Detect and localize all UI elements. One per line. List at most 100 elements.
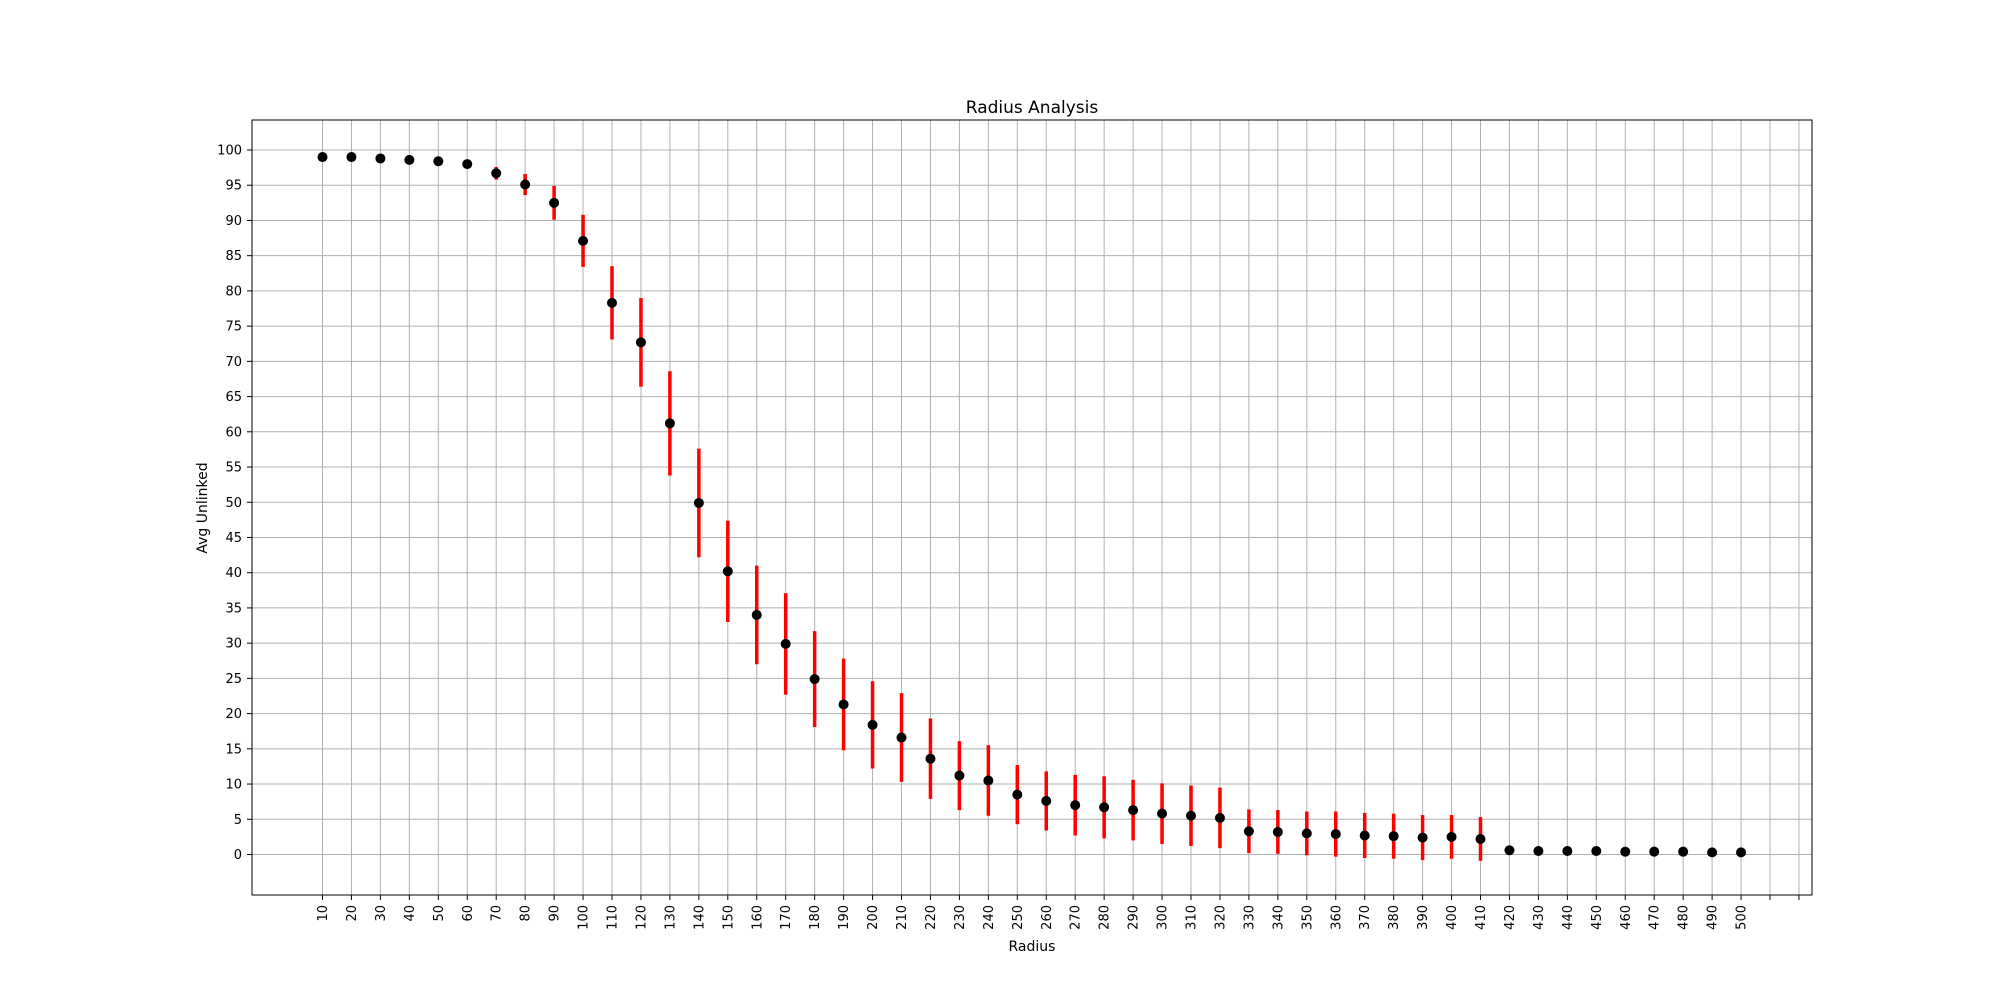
data-point (1012, 789, 1023, 800)
data-point (1186, 810, 1196, 821)
x-tick-label: 380 (1387, 905, 1402, 930)
data-point (1475, 834, 1486, 845)
x-tick-label: 230 (953, 905, 968, 930)
data-point (1562, 845, 1573, 856)
data-point (1272, 826, 1283, 837)
x-tick-label: 240 (982, 905, 997, 930)
data-point (693, 497, 704, 508)
x-tick-label: 440 (1561, 905, 1576, 930)
data-point (722, 566, 733, 577)
data-point (664, 418, 675, 429)
data-point (462, 159, 473, 170)
data-point (346, 152, 357, 163)
x-tick-label: 420 (1503, 905, 1518, 930)
x-tick-label: 210 (895, 905, 910, 930)
y-axis-label: Avg Unlinked (195, 462, 211, 553)
data-point (317, 152, 328, 163)
x-tick-label: 60 (461, 905, 476, 922)
data-point (780, 638, 791, 649)
data-point (1446, 831, 1457, 842)
y-tick-label: 65 (225, 390, 242, 405)
data-point (520, 179, 531, 190)
y-tick-label: 50 (225, 496, 242, 511)
x-tick-label: 480 (1677, 905, 1692, 930)
data-point (549, 197, 560, 208)
x-axis-label: Radius (1009, 939, 1056, 955)
x-tick-label: 150 (721, 905, 736, 930)
data-point (1128, 805, 1139, 816)
data-point (375, 153, 386, 164)
x-tick-label: 340 (1271, 905, 1286, 930)
x-tick-label: 450 (1590, 905, 1605, 930)
x-tick-label: 320 (1213, 905, 1228, 930)
data-point (925, 753, 936, 764)
data-point (1359, 830, 1370, 841)
data-point (1070, 800, 1081, 811)
y-tick-label: 20 (225, 707, 242, 722)
x-tick-label: 190 (837, 905, 852, 930)
x-tick-label: 140 (692, 905, 707, 930)
x-tick-label: 260 (1040, 905, 1055, 930)
y-tick-label: 40 (225, 566, 242, 581)
y-tick-label: 10 (225, 778, 242, 793)
x-tick-label: 400 (1445, 905, 1460, 930)
y-tick-label: 15 (225, 742, 242, 757)
x-tick-label: 180 (808, 905, 823, 930)
y-tick-label: 30 (225, 637, 242, 652)
x-tick-label: 100 (577, 905, 592, 930)
grid-layer (252, 120, 1812, 895)
data-point (1214, 812, 1225, 823)
y-tick-label: 5 (234, 813, 242, 828)
data-point (1330, 829, 1341, 840)
x-tick-label: 430 (1532, 905, 1547, 930)
data-point (1678, 846, 1689, 857)
x-tick-label: 40 (403, 905, 418, 922)
y-tick-label: 95 (225, 179, 242, 194)
plot-frame (251, 119, 1813, 896)
x-tick-label: 310 (1185, 905, 1200, 930)
data-point (838, 699, 849, 710)
x-tick-label: 490 (1706, 905, 1721, 930)
x-tick-label: 80 (519, 905, 534, 922)
x-tick-label: 20 (345, 905, 360, 922)
x-tick-label: 470 (1648, 905, 1663, 930)
data-point (1620, 846, 1631, 857)
x-tick-label: 390 (1416, 905, 1431, 930)
data-point (1591, 845, 1602, 856)
x-tick-label: 330 (1242, 905, 1257, 930)
data-point (1388, 831, 1399, 842)
x-tick-label: 370 (1358, 905, 1373, 930)
y-tick-label: 80 (225, 284, 242, 299)
y-tick-label: 75 (225, 320, 242, 335)
data-point (1533, 845, 1544, 856)
x-tick-label: 30 (374, 905, 389, 922)
data-point (578, 235, 589, 246)
data-point (607, 297, 617, 308)
y-tick-label: 35 (225, 601, 242, 616)
data-point (1301, 828, 1312, 839)
x-tick-label: 410 (1474, 905, 1489, 930)
x-tick-label: 500 (1735, 905, 1750, 930)
x-tick-label: 90 (548, 905, 563, 922)
tick-layer: 10 20 30 40 50 60 70 80 90 100 110 120 130 140 150 160 1… (217, 144, 1800, 930)
data-point-layer (317, 152, 1747, 858)
x-tick-label: 160 (750, 905, 765, 930)
data-point (1736, 847, 1747, 858)
x-tick-label: 50 (432, 905, 447, 922)
data-point (896, 732, 907, 743)
y-tick-label: 0 (234, 848, 242, 863)
data-point (1243, 826, 1254, 837)
data-point (983, 775, 994, 786)
x-tick-label: 460 (1619, 905, 1634, 930)
y-tick-label: 25 (225, 672, 242, 687)
x-tick-label: 290 (1127, 905, 1142, 930)
x-tick-label: 110 (606, 905, 621, 930)
data-point (751, 609, 762, 620)
x-tick-label: 70 (490, 905, 505, 922)
y-tick-label: 55 (225, 461, 242, 476)
x-tick-label: 250 (1011, 905, 1026, 930)
x-tick-label: 360 (1329, 905, 1344, 930)
data-point (1649, 846, 1660, 857)
x-tick-label: 220 (924, 905, 939, 930)
